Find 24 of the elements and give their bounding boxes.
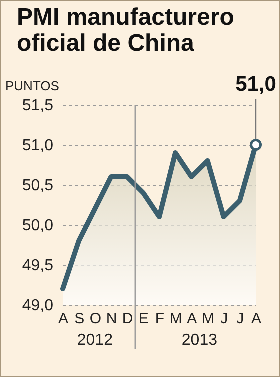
x-tick-label: D	[122, 310, 134, 328]
x-tick-label: F	[155, 310, 165, 328]
x-tick-label: A	[187, 310, 198, 328]
x-tick-label: A	[58, 310, 69, 328]
x-tick-label: N	[106, 310, 118, 328]
y-tick-label: 49,5	[22, 258, 54, 274]
y-axis-title: PUNTOS	[6, 78, 60, 94]
x-tick-label: S	[74, 310, 85, 328]
x-tick-label: E	[138, 310, 149, 328]
x-tick-label: M	[170, 310, 182, 328]
annotation: 51,0	[236, 73, 276, 96]
y-tick-label: 51,0	[22, 138, 54, 154]
x-tick-label: A	[251, 310, 262, 328]
x-tick-label: M	[202, 310, 214, 328]
y-tick-label: 49,0	[22, 298, 54, 314]
x-tick-label: J	[236, 310, 244, 328]
x-tick-label: J	[220, 310, 228, 328]
y-tick-label: 50,5	[22, 178, 54, 194]
chart-title: PMI manufacturero oficial de China	[17, 4, 236, 57]
y-tick-label: 51,5	[22, 98, 54, 114]
y-tick-label: 50,0	[22, 218, 54, 234]
text: 2013	[182, 332, 218, 349]
x-tick-label: O	[90, 310, 102, 328]
text: 2012	[77, 332, 114, 349]
